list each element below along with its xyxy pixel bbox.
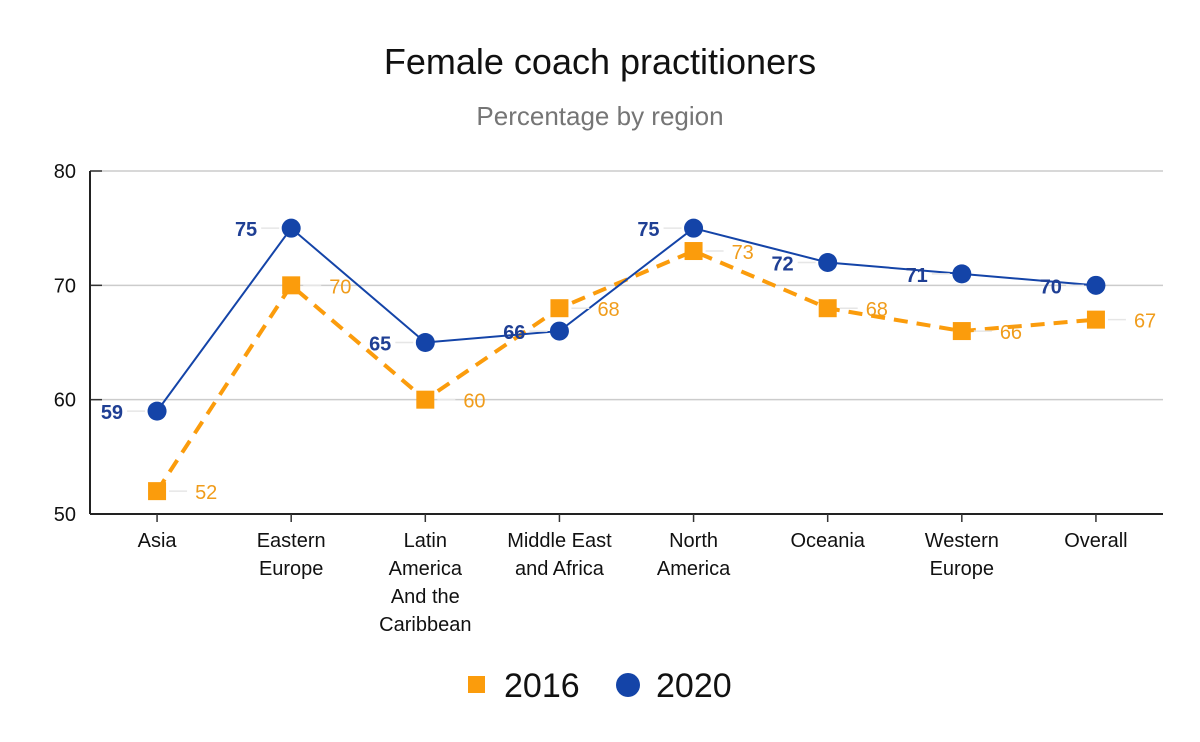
legend-marker-2016 [468,676,485,693]
series-2020-line [156,226,1097,412]
x-category-label: And the [391,586,460,608]
legend-label-2016: 2016 [504,667,580,705]
point-2020 [549,321,569,341]
x-category-label: Latin [404,530,447,552]
x-category-label: Europe [930,558,995,580]
data-label-2016: 73 [732,242,754,264]
data-label-2016: 60 [463,391,485,413]
x-category-label: Middle East [507,530,612,552]
data-label-2016: 52 [195,482,217,504]
y-tick-label: 60 [54,390,76,412]
x-axis-categories: Asia Eastern Europe Latin America And the Cari… [138,530,1128,636]
x-category-label: Eastern [257,530,326,552]
data-label-2020: 70 [1040,276,1062,298]
point-2016 [416,390,435,409]
point-2016 [818,299,837,318]
data-label-2020: 72 [771,253,793,275]
data-label-2020: 59 [101,402,123,424]
data-label-2020: 65 [369,334,391,356]
legend: 2016 2020 [468,667,732,705]
y-tick-label: 70 [54,275,76,297]
data-label-2020: 66 [503,322,525,344]
x-category-label: America [657,558,731,580]
data-label-2020: 75 [637,219,659,241]
data-label-2016: 66 [1000,322,1022,344]
point-2020 [281,218,301,238]
legend-marker-2020 [616,673,640,697]
point-2016 [952,322,971,341]
y-tick-label: 50 [54,504,76,526]
y-axis-ticks: 50 60 70 80 [54,161,76,526]
point-2020 [415,333,435,352]
x-category-label: Asia [138,530,178,552]
x-category-label: Oceania [790,530,865,552]
gridlines [90,170,1163,401]
x-category-label: Caribbean [379,614,471,636]
point-2020 [818,252,838,272]
data-label-2016: 67 [1134,311,1156,333]
point-2016 [684,242,703,261]
legend-label-2020: 2020 [656,667,732,705]
x-category-label: America [389,558,463,580]
point-2020 [1086,275,1106,295]
axes [89,170,1163,522]
x-category-label: and Africa [515,558,605,580]
data-label-2020: 75 [235,219,257,241]
point-2020 [147,401,167,421]
point-2016 [1086,310,1105,329]
data-label-2016: 68 [866,299,888,321]
x-category-label: Western [925,530,999,552]
chart-subtitle: Percentage by region [476,101,723,131]
data-label-2016: 70 [329,276,351,298]
data-label-2016: 68 [597,299,619,321]
series-layer: 52 70 60 68 73 68 66 67 59 75 65 66 75 72 71 70 [101,218,1156,504]
point-2020 [684,218,704,238]
chart-title: Female coach practitioners [384,41,816,82]
x-category-label: Overall [1064,530,1127,552]
x-category-label: North [669,530,718,552]
data-label-2020: 71 [906,265,928,287]
point-2016 [282,276,301,295]
x-category-label: Europe [259,558,324,580]
point-2020 [952,264,972,284]
y-tick-label: 80 [54,161,76,183]
point-2016 [148,482,167,501]
point-2016 [550,299,569,318]
